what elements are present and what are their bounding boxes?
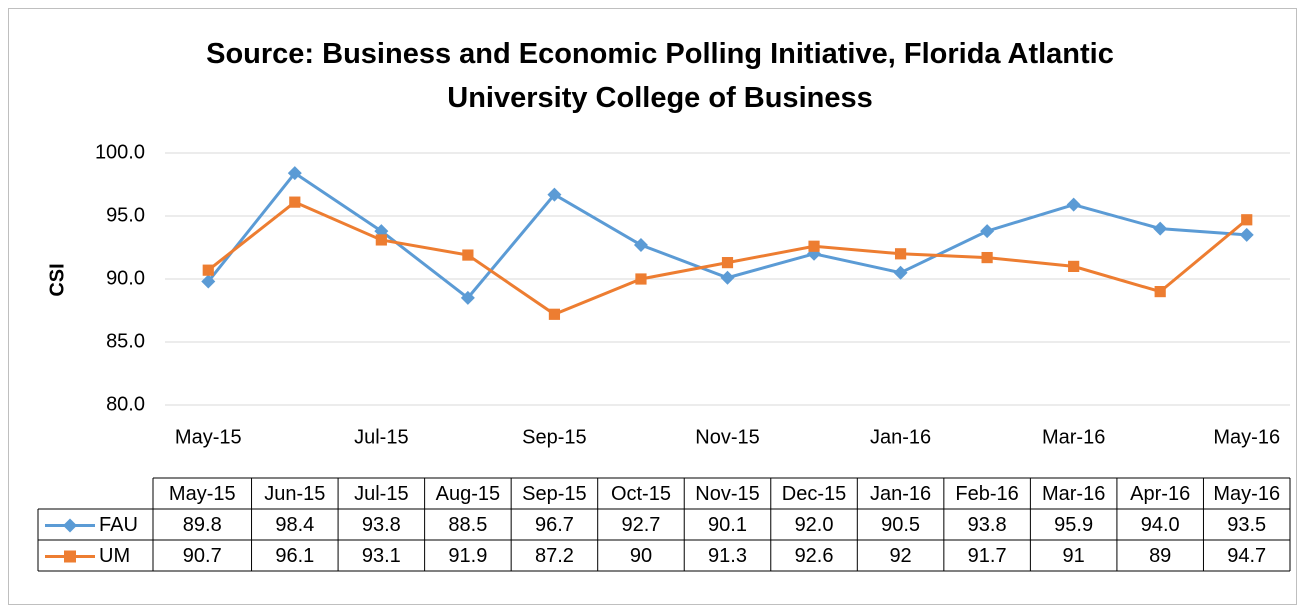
marker bbox=[460, 290, 475, 305]
table-cell: 98.4 bbox=[275, 514, 314, 536]
table-cell: 90.1 bbox=[708, 514, 747, 536]
marker bbox=[980, 224, 995, 239]
table-cell: 91 bbox=[1063, 545, 1085, 567]
x-tick-label: Jul-15 bbox=[354, 426, 408, 448]
table-header: May-16 bbox=[1213, 483, 1280, 505]
x-tick-label: Jan-16 bbox=[870, 426, 931, 448]
x-tick-label: May-15 bbox=[175, 426, 242, 448]
table-cell: 94.7 bbox=[1227, 545, 1266, 567]
table-cell: 96.7 bbox=[535, 514, 574, 536]
legend-label: FAU bbox=[99, 514, 138, 536]
table-header: Mar-16 bbox=[1042, 483, 1105, 505]
table-cell: 96.1 bbox=[275, 545, 314, 567]
marker bbox=[548, 308, 561, 320]
table-cell: 90.5 bbox=[881, 514, 920, 536]
table-cell: 91.3 bbox=[708, 545, 747, 567]
marker bbox=[1241, 214, 1253, 226]
table-cell: 93.8 bbox=[362, 514, 401, 536]
marker bbox=[720, 270, 735, 285]
table-cell: 91.9 bbox=[448, 545, 487, 567]
table-cell: 89.8 bbox=[183, 514, 222, 536]
table-cell: 89 bbox=[1149, 545, 1171, 567]
table-cell: 95.9 bbox=[1054, 514, 1093, 536]
marker bbox=[462, 249, 474, 261]
marker bbox=[287, 166, 302, 181]
table-cell: 92.6 bbox=[795, 545, 834, 567]
y-axis-label: CSI bbox=[46, 263, 68, 296]
marker bbox=[202, 264, 214, 276]
y-tick-label: 95.0 bbox=[106, 204, 145, 226]
marker bbox=[1154, 286, 1166, 298]
marker bbox=[893, 265, 908, 280]
y-tick-label: 90.0 bbox=[106, 267, 145, 289]
table-header: Dec-15 bbox=[782, 483, 846, 505]
table-cell: 93.5 bbox=[1227, 514, 1266, 536]
marker bbox=[201, 274, 216, 289]
marker bbox=[894, 248, 907, 260]
marker bbox=[1239, 227, 1254, 242]
legend-label: UM bbox=[99, 545, 130, 567]
table-cell: 93.8 bbox=[968, 514, 1007, 536]
marker bbox=[981, 251, 993, 264]
marker bbox=[808, 240, 820, 252]
table-header: Feb-16 bbox=[955, 483, 1018, 505]
marker bbox=[375, 234, 387, 246]
y-tick-label: 85.0 bbox=[106, 330, 145, 352]
marker bbox=[633, 237, 648, 252]
marker bbox=[289, 196, 301, 208]
marker bbox=[1153, 221, 1168, 236]
legend-marker bbox=[63, 518, 77, 533]
table-cell: 94.0 bbox=[1141, 514, 1180, 536]
table-cell: 93.1 bbox=[362, 545, 401, 567]
table-header: Jun-15 bbox=[264, 483, 325, 505]
table-header: Nov-15 bbox=[695, 483, 759, 505]
table-cell: 92.7 bbox=[621, 514, 660, 536]
table-header: Apr-16 bbox=[1130, 483, 1190, 505]
x-tick-label: May-16 bbox=[1213, 426, 1280, 448]
table-cell: 92 bbox=[889, 545, 911, 567]
marker bbox=[1068, 260, 1080, 272]
table-header: Oct-15 bbox=[611, 483, 671, 505]
x-tick-label: Nov-15 bbox=[695, 426, 759, 448]
table-cell: 91.7 bbox=[968, 545, 1007, 567]
table-header: May-15 bbox=[169, 483, 236, 505]
marker bbox=[721, 257, 734, 269]
table-cell: 87.2 bbox=[535, 545, 574, 567]
table-cell: 92.0 bbox=[795, 514, 834, 536]
y-tick-label: 80.0 bbox=[106, 393, 145, 415]
legend-marker bbox=[64, 550, 76, 563]
table-cell: 90 bbox=[630, 545, 652, 567]
x-tick-label: Mar-16 bbox=[1042, 426, 1105, 448]
y-tick-label: 100.0 bbox=[95, 141, 145, 163]
marker bbox=[547, 187, 562, 202]
marker bbox=[1066, 197, 1081, 212]
marker bbox=[635, 273, 647, 285]
x-tick-label: Sep-15 bbox=[522, 426, 587, 448]
table-header: Aug-15 bbox=[436, 483, 501, 505]
table-header: Jan-16 bbox=[870, 483, 931, 505]
chart-border bbox=[8, 8, 1297, 605]
table-header: Sep-15 bbox=[522, 483, 587, 505]
table-cell: 90.7 bbox=[183, 545, 222, 567]
table-header: Jul-15 bbox=[354, 483, 408, 505]
chart-title: Source: Business and Economic Polling In… bbox=[206, 38, 1114, 114]
table-cell: 88.5 bbox=[448, 514, 487, 536]
